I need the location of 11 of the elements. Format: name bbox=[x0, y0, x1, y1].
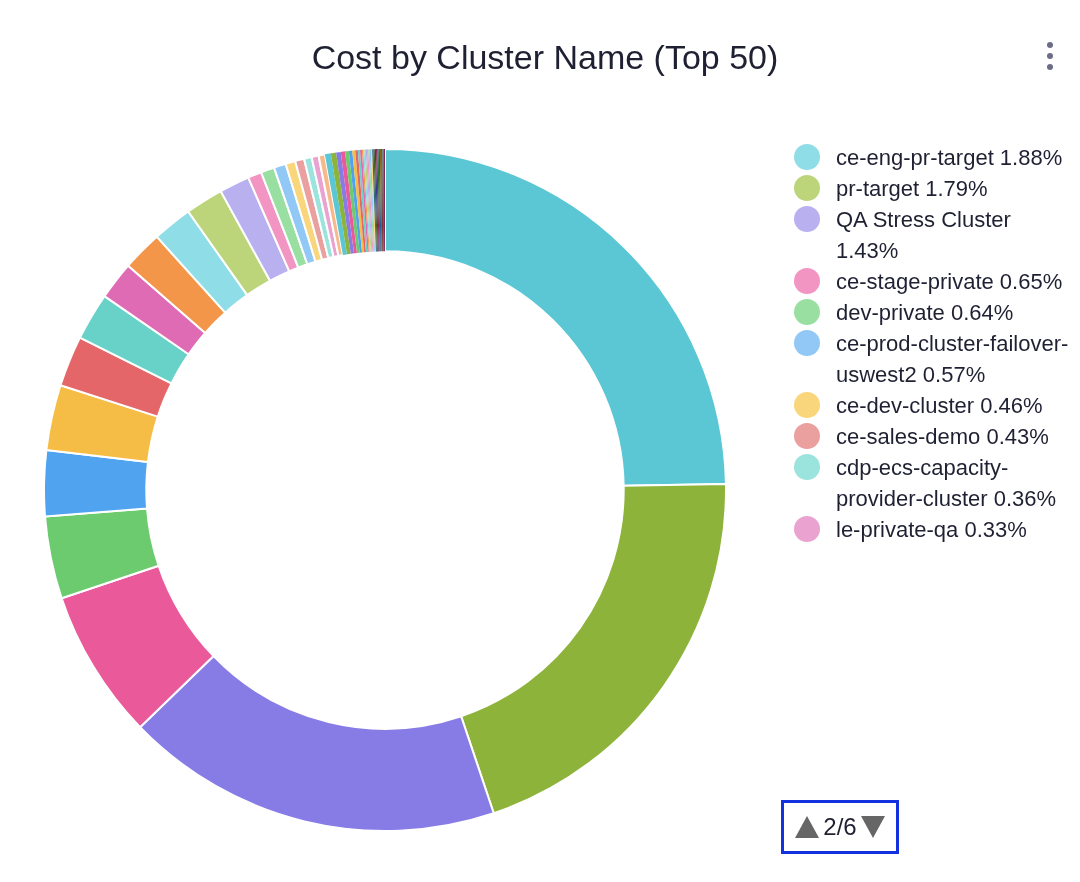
legend-label: ce-sales-demo 0.43% bbox=[836, 423, 1049, 451]
legend-label: ce-dev-cluster 0.46% bbox=[836, 392, 1043, 420]
legend-label: QA Stress Cluster bbox=[836, 207, 1011, 232]
chart-title: Cost by Cluster Name (Top 50) bbox=[310, 38, 780, 77]
legend-label: dev-private 0.64% bbox=[836, 299, 1014, 327]
legend-label: ce-stage-private 0.65% bbox=[836, 268, 1063, 296]
outline-frame: 2/6 bbox=[781, 800, 899, 854]
legend-label: ce-eng-pr-target 1.88% bbox=[836, 144, 1063, 172]
data-label: 1.43% bbox=[836, 238, 899, 263]
legend-label: le-private-qa 0.33% bbox=[836, 516, 1027, 544]
legend-label: pr-target 1.79% bbox=[836, 175, 988, 203]
